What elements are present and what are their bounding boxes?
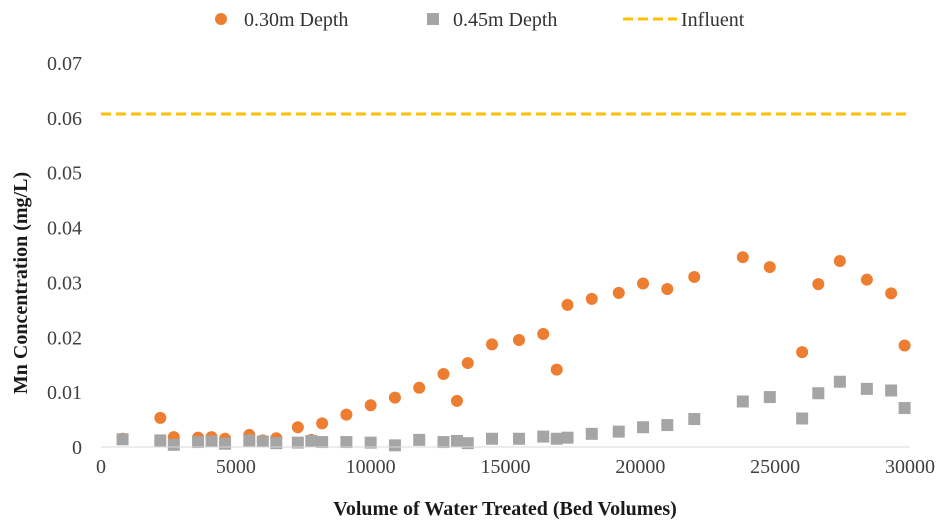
data-point-030m xyxy=(340,408,353,421)
data-point-030m xyxy=(796,346,809,359)
data-point-045m xyxy=(340,436,353,449)
legend-label: Influent xyxy=(681,9,745,31)
y-tick-label: 0.07 xyxy=(47,53,82,75)
data-point-045m xyxy=(167,438,180,451)
axes: 0 0.01 0.02 0.03 0.04 0.05 0.06 0.07 0 5000 10000 1… xyxy=(47,53,935,478)
data-point-045m xyxy=(192,436,205,449)
data-point-045m xyxy=(364,436,377,449)
data-point-030m xyxy=(763,261,776,274)
data-point-030m xyxy=(898,339,911,352)
data-point-045m xyxy=(154,434,167,447)
legend-label: 0.30m Depth xyxy=(244,9,348,31)
data-point-045m xyxy=(486,432,499,445)
data-point-030m xyxy=(291,421,304,434)
data-point-030m xyxy=(833,255,846,268)
x-tick-label: 0 xyxy=(96,456,106,478)
data-point-045m xyxy=(291,436,304,449)
data-point-045m xyxy=(763,391,776,404)
data-point-030m xyxy=(612,286,625,299)
x-tick-label: 10000 xyxy=(346,456,396,478)
data-point-030m xyxy=(388,391,401,404)
data-point-045m xyxy=(450,434,463,447)
data-point-045m xyxy=(243,434,256,447)
data-point-030m xyxy=(512,334,525,347)
data-point-030m xyxy=(486,338,499,351)
data-point-030m xyxy=(154,411,167,424)
data-point-045m xyxy=(736,395,749,408)
y-tick-label: 0 xyxy=(72,437,82,459)
legend-label: 0.45m Depth xyxy=(453,9,557,31)
data-point-045m xyxy=(219,437,232,450)
data-point-045m xyxy=(585,427,598,440)
data-point-045m xyxy=(885,384,898,397)
y-axis-title: Mn Concentration (mg/L) xyxy=(10,172,32,394)
data-point-045m xyxy=(256,435,269,448)
y-tick-label: 0.03 xyxy=(47,272,82,294)
data-point-030m xyxy=(661,283,674,296)
data-point-030m xyxy=(860,273,873,286)
y-tick-label: 0.06 xyxy=(47,108,82,130)
data-point-045m xyxy=(537,430,550,443)
data-point-045m xyxy=(437,436,450,449)
data-point-030m xyxy=(585,292,598,305)
data-point-030m xyxy=(561,298,574,311)
data-point-030m xyxy=(736,251,749,264)
data-point-030m xyxy=(316,417,329,430)
data-point-045m xyxy=(812,387,825,400)
plot-area xyxy=(101,112,911,452)
data-point-045m xyxy=(116,433,129,446)
data-point-030m xyxy=(637,277,650,290)
x-tick-label: 20000 xyxy=(615,456,665,478)
data-point-030m xyxy=(688,270,701,283)
data-point-045m xyxy=(205,435,218,448)
data-point-045m xyxy=(550,432,563,445)
data-point-045m xyxy=(688,413,701,426)
data-point-045m xyxy=(316,436,329,449)
x-tick-label: 30000 xyxy=(885,456,935,478)
data-point-030m xyxy=(450,394,463,407)
data-point-045m xyxy=(461,437,474,450)
x-tick-label: 15000 xyxy=(481,456,531,478)
data-point-045m xyxy=(796,412,809,425)
y-tick-label: 0.05 xyxy=(47,163,82,185)
data-point-045m xyxy=(637,421,650,434)
data-point-045m xyxy=(860,382,873,395)
legend: 0.30m Depth 0.45m Depth Influent xyxy=(215,9,745,31)
data-point-045m xyxy=(833,375,846,388)
data-point-030m xyxy=(413,381,426,394)
x-tick-label: 25000 xyxy=(750,456,800,478)
data-point-030m xyxy=(812,278,825,291)
data-point-045m xyxy=(413,433,426,446)
data-point-045m xyxy=(305,434,318,447)
data-point-045m xyxy=(661,419,674,432)
data-point-045m xyxy=(561,431,574,444)
data-point-030m xyxy=(461,357,474,370)
legend-marker-square xyxy=(427,13,439,25)
data-point-045m xyxy=(612,425,625,438)
data-point-045m xyxy=(270,437,283,450)
data-point-030m xyxy=(537,327,550,340)
x-tick-label: 5000 xyxy=(216,456,256,478)
data-point-045m xyxy=(512,432,525,445)
y-tick-label: 0.01 xyxy=(47,382,82,404)
data-point-030m xyxy=(550,363,563,376)
data-point-030m xyxy=(437,368,450,381)
data-point-045m xyxy=(388,439,401,452)
y-tick-label: 0.04 xyxy=(47,218,82,240)
data-point-045m xyxy=(898,402,911,415)
legend-marker-circle xyxy=(215,13,227,25)
data-point-030m xyxy=(364,399,377,412)
x-axis-title: Volume of Water Treated (Bed Volumes) xyxy=(333,498,677,520)
data-point-030m xyxy=(885,287,898,300)
y-tick-label: 0.02 xyxy=(47,327,82,349)
